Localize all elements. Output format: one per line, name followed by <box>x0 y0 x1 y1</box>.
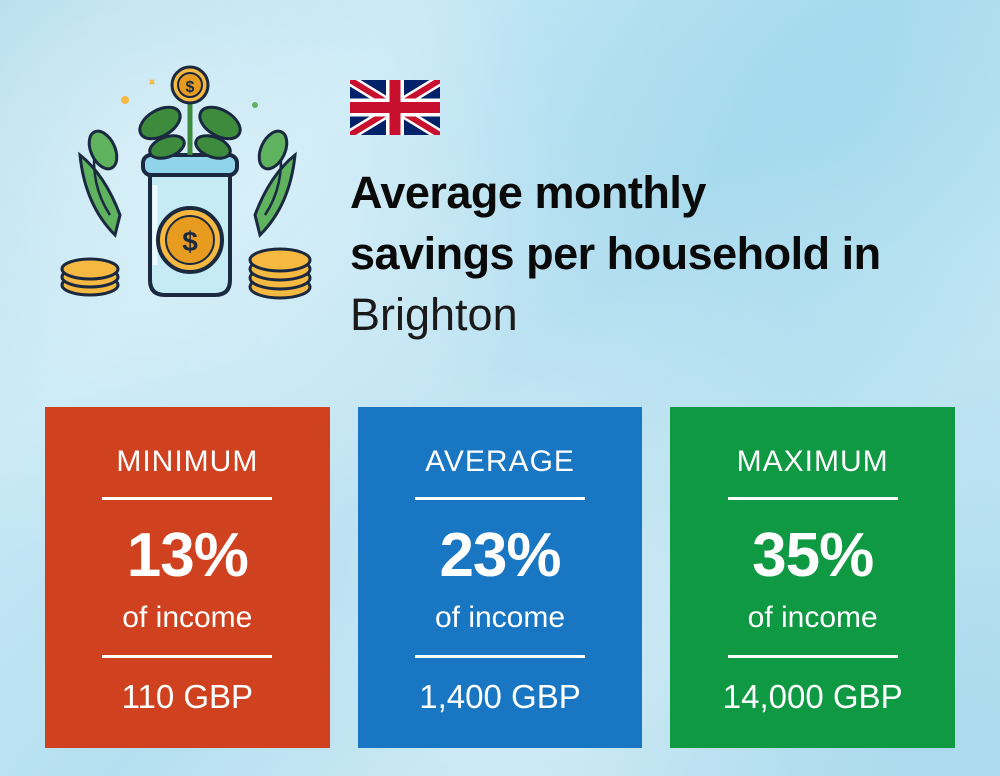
header-section: $ $ <box>55 55 960 345</box>
stats-cards-row: MINIMUM 13% of income 110 GBP AVERAGE 23… <box>45 407 955 748</box>
card-minimum-amount: 110 GBP <box>65 678 310 716</box>
sparkle-icon <box>252 102 258 108</box>
title-line-2: savings per household in <box>350 224 881 285</box>
divider <box>728 655 898 658</box>
svg-text:$: $ <box>186 79 195 96</box>
divider <box>102 497 272 500</box>
title-line-1: Average monthly <box>350 163 881 224</box>
uk-flag-icon <box>350 80 440 135</box>
divider <box>728 497 898 500</box>
divider <box>415 655 585 658</box>
card-average-percent: 23% <box>378 520 623 591</box>
card-minimum: MINIMUM 13% of income 110 GBP <box>45 407 330 748</box>
card-maximum-percent: 35% <box>690 520 935 591</box>
card-average-amount: 1,400 GBP <box>378 678 623 716</box>
card-average-label: AVERAGE <box>378 445 623 479</box>
card-minimum-sublabel: of income <box>65 601 310 635</box>
coin-stack-left-icon <box>62 259 118 295</box>
coin-stack-right-icon <box>250 249 310 298</box>
sparkle-icon <box>150 80 154 84</box>
savings-illustration: $ $ <box>55 55 320 320</box>
card-minimum-percent: 13% <box>65 520 310 591</box>
divider <box>102 655 272 658</box>
card-maximum-sublabel: of income <box>690 601 935 635</box>
card-maximum-amount: 14,000 GBP <box>690 678 935 716</box>
card-maximum: MAXIMUM 35% of income 14,000 GBP <box>670 407 955 748</box>
title-block: Average monthly savings per household in… <box>350 80 881 345</box>
card-average-sublabel: of income <box>378 601 623 635</box>
card-minimum-label: MINIMUM <box>65 445 310 479</box>
title-city: Brighton <box>350 285 881 346</box>
card-maximum-label: MAXIMUM <box>690 445 935 479</box>
sparkle-icon <box>121 96 129 104</box>
card-average: AVERAGE 23% of income 1,400 GBP <box>358 407 643 748</box>
svg-text:$: $ <box>182 226 198 257</box>
divider <box>415 497 585 500</box>
